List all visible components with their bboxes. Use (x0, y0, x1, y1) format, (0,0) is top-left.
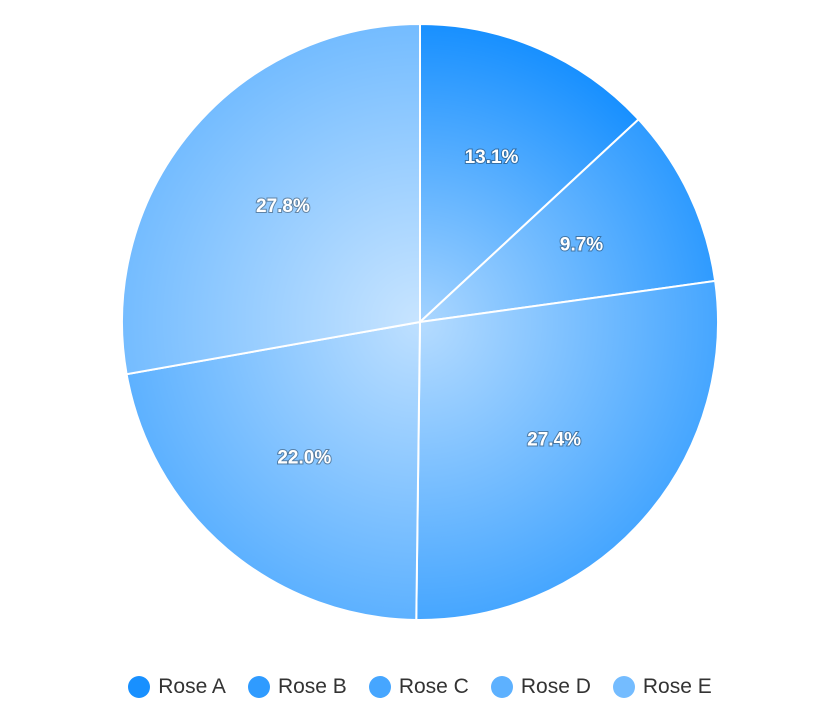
pie-chart-plot: 13.1% 9.7% 27.4% 22.0% 27.8% (121, 22, 719, 621)
legend-label: Rose D (520, 675, 591, 698)
legend-swatch-icon (490, 676, 513, 698)
legend-swatch-icon (368, 676, 391, 698)
legend-item-rose-a[interactable]: Rose A (128, 675, 226, 699)
legend-item-rose-d[interactable]: Rose D (490, 675, 591, 699)
pie-slice-rose-c[interactable] (415, 279, 719, 621)
legend-item-rose-c[interactable]: Rose C (368, 675, 469, 699)
legend-label: Rose C (398, 675, 469, 698)
legend-label: Rose B (277, 675, 347, 698)
legend-swatch-icon (128, 676, 151, 698)
legend-swatch-icon (612, 676, 635, 698)
legend-item-rose-b[interactable]: Rose B (247, 675, 347, 699)
chart-legend: Rose A Rose B Rose C Rose D Rose E (0, 670, 840, 704)
legend-item-rose-e[interactable]: Rose E (612, 675, 712, 699)
data-label-rose-b: 9.7% (560, 234, 603, 255)
data-label-rose-d: 22.0% (277, 447, 331, 468)
legend-swatch-icon (247, 676, 270, 698)
data-label-rose-e: 27.8% (256, 196, 310, 217)
data-label-rose-a: 13.1% (465, 147, 519, 168)
legend-label: Rose E (642, 675, 712, 698)
data-label-rose-c: 27.4% (527, 429, 581, 450)
legend-label: Rose A (158, 675, 226, 698)
